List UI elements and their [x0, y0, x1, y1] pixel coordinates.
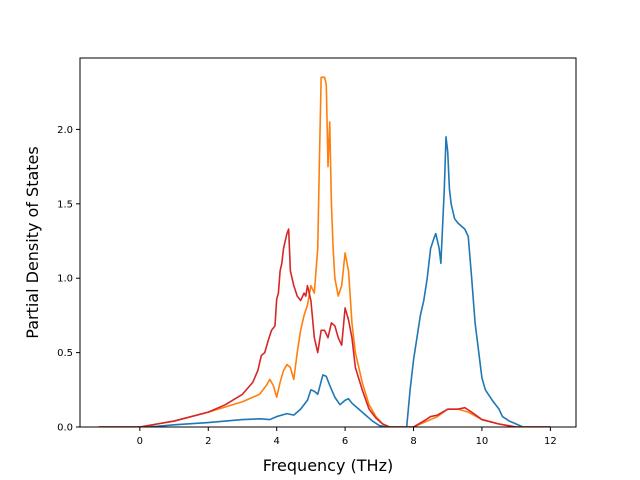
series-line-2 [98, 76, 551, 427]
y-axis-label: Partial Density of States [23, 146, 42, 338]
x-tick-label: 0 [137, 436, 143, 447]
y-tick-label: 1.5 [57, 199, 73, 210]
x-tick-label: 10 [476, 436, 489, 447]
x-tick-label: 8 [410, 436, 416, 447]
x-tick-label: 12 [544, 436, 557, 447]
axes-frame [79, 57, 577, 428]
series-line-3 [98, 228, 551, 427]
plot-area [98, 76, 551, 427]
y-tick-label: 2.0 [57, 125, 73, 136]
x-tick-label: 4 [274, 436, 280, 447]
y-tick-label: 0.5 [57, 348, 73, 359]
x-axis-label: Frequency (THz) [263, 456, 393, 475]
y-tick-label: 0.0 [57, 423, 73, 434]
axis-ticks: 0 2 4 6 8 10 12 0.0 0.5 1.0 1.5 2.0 [57, 125, 557, 447]
series-line-1 [98, 136, 551, 427]
x-tick-label: 6 [342, 436, 348, 447]
y-tick-label: 1.0 [57, 274, 73, 285]
x-tick-label: 2 [205, 436, 211, 447]
